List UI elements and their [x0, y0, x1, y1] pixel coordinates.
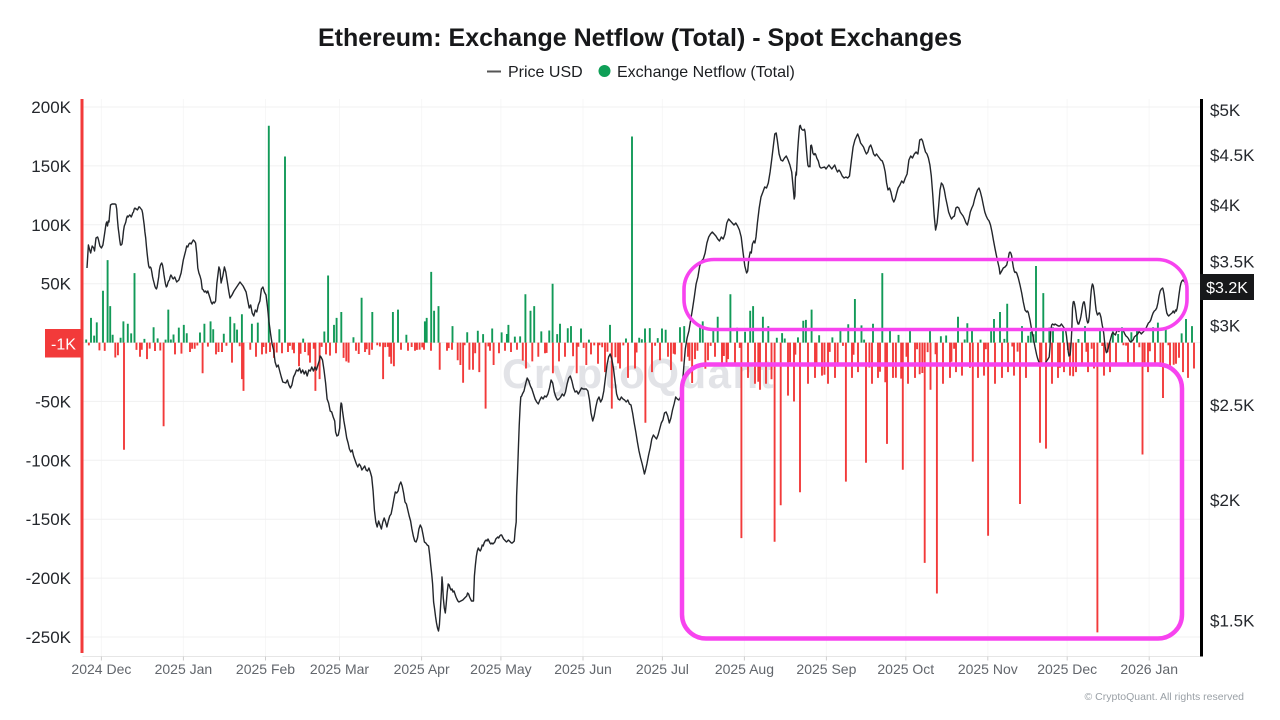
svg-text:-250K: -250K [26, 628, 72, 647]
svg-text:$2.5K: $2.5K [1210, 396, 1255, 415]
svg-text:50K: 50K [41, 275, 72, 294]
svg-text:2025 May: 2025 May [470, 661, 531, 677]
svg-text:-150K: -150K [26, 510, 72, 529]
svg-text:2025 Jul: 2025 Jul [636, 661, 689, 677]
svg-text:2025 Jan: 2025 Jan [155, 661, 213, 677]
svg-text:-1K: -1K [51, 337, 76, 354]
svg-text:2025 Oct: 2025 Oct [877, 661, 934, 677]
svg-text:2025 Nov: 2025 Nov [958, 661, 1018, 677]
svg-text:$4.5K: $4.5K [1210, 146, 1255, 165]
svg-text:Price USD: Price USD [508, 64, 583, 81]
svg-text:$3.5K: $3.5K [1210, 252, 1255, 271]
svg-text:2024 Dec: 2024 Dec [71, 661, 131, 677]
svg-text:$4K: $4K [1210, 196, 1241, 215]
svg-text:-50K: -50K [35, 392, 72, 411]
svg-text:-200K: -200K [26, 569, 72, 588]
svg-text:2025 Aug: 2025 Aug [715, 661, 774, 677]
svg-text:© CryptoQuant. All rights rese: © CryptoQuant. All rights reserved [1085, 691, 1245, 703]
svg-text:2025 Jun: 2025 Jun [554, 661, 612, 677]
svg-text:$1.5K: $1.5K [1210, 611, 1255, 630]
svg-text:$2K: $2K [1210, 491, 1241, 510]
svg-text:$3.2K: $3.2K [1206, 280, 1248, 297]
svg-text:Exchange Netflow (Total): Exchange Netflow (Total) [617, 64, 795, 81]
svg-text:2025 Dec: 2025 Dec [1037, 661, 1097, 677]
svg-text:2025 Feb: 2025 Feb [236, 661, 295, 677]
svg-text:$3K: $3K [1210, 317, 1241, 336]
svg-text:2025 Mar: 2025 Mar [310, 661, 369, 677]
svg-text:2025 Sep: 2025 Sep [796, 661, 856, 677]
svg-text:Ethereum: Exchange Netflow (To: Ethereum: Exchange Netflow (Total) - Spo… [318, 24, 962, 52]
svg-text:150K: 150K [31, 157, 71, 176]
svg-text:2025 Apr: 2025 Apr [394, 661, 450, 677]
svg-text:100K: 100K [31, 216, 71, 235]
svg-text:200K: 200K [31, 98, 71, 117]
svg-text:$5K: $5K [1210, 101, 1241, 120]
svg-text:2026 Jan: 2026 Jan [1120, 661, 1178, 677]
svg-text:-100K: -100K [26, 451, 72, 470]
